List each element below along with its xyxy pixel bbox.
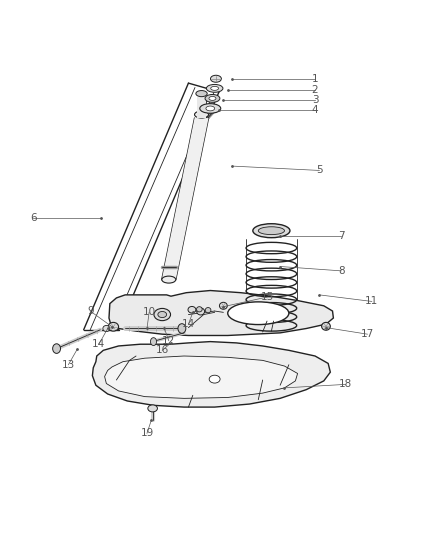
Ellipse shape — [150, 338, 156, 345]
Text: 5: 5 — [316, 165, 323, 175]
Ellipse shape — [211, 75, 221, 82]
Ellipse shape — [209, 96, 216, 100]
Ellipse shape — [194, 111, 208, 118]
Ellipse shape — [103, 326, 110, 332]
Ellipse shape — [178, 324, 186, 333]
Ellipse shape — [206, 106, 215, 111]
Polygon shape — [162, 118, 208, 280]
Polygon shape — [92, 342, 330, 407]
Ellipse shape — [197, 308, 205, 315]
Ellipse shape — [53, 344, 60, 353]
Text: 10: 10 — [143, 308, 155, 317]
Ellipse shape — [228, 302, 289, 325]
Ellipse shape — [258, 227, 285, 235]
Text: 9: 9 — [87, 306, 93, 316]
Text: 12: 12 — [162, 336, 175, 346]
Text: 14: 14 — [182, 319, 195, 329]
Ellipse shape — [108, 322, 119, 331]
Text: 2: 2 — [312, 85, 318, 95]
Ellipse shape — [154, 309, 170, 321]
Ellipse shape — [206, 84, 223, 92]
Text: 3: 3 — [312, 95, 318, 104]
Text: 4: 4 — [312, 105, 318, 115]
Ellipse shape — [211, 86, 219, 90]
Text: 11: 11 — [365, 296, 378, 306]
Text: 16: 16 — [155, 345, 169, 356]
Polygon shape — [105, 356, 297, 398]
Ellipse shape — [197, 306, 202, 312]
Ellipse shape — [219, 302, 227, 309]
Text: 13: 13 — [62, 360, 75, 370]
Ellipse shape — [230, 304, 287, 323]
Text: 8: 8 — [338, 266, 345, 276]
Ellipse shape — [205, 308, 211, 313]
Ellipse shape — [200, 103, 221, 113]
Ellipse shape — [162, 276, 176, 283]
Polygon shape — [110, 295, 328, 331]
Ellipse shape — [321, 322, 330, 330]
Ellipse shape — [196, 91, 207, 96]
Text: 19: 19 — [140, 429, 154, 438]
Text: 6: 6 — [30, 214, 37, 223]
Ellipse shape — [158, 311, 166, 318]
Text: 1: 1 — [312, 74, 318, 84]
Ellipse shape — [148, 405, 157, 412]
Text: 7: 7 — [338, 231, 345, 241]
Ellipse shape — [188, 306, 196, 313]
Polygon shape — [197, 97, 206, 118]
Ellipse shape — [205, 94, 220, 102]
Polygon shape — [109, 290, 333, 335]
Ellipse shape — [253, 224, 290, 238]
Text: 14: 14 — [92, 339, 106, 349]
Text: 15: 15 — [261, 292, 274, 302]
Text: 17: 17 — [361, 329, 374, 339]
Ellipse shape — [209, 375, 220, 383]
Text: 18: 18 — [339, 379, 352, 390]
